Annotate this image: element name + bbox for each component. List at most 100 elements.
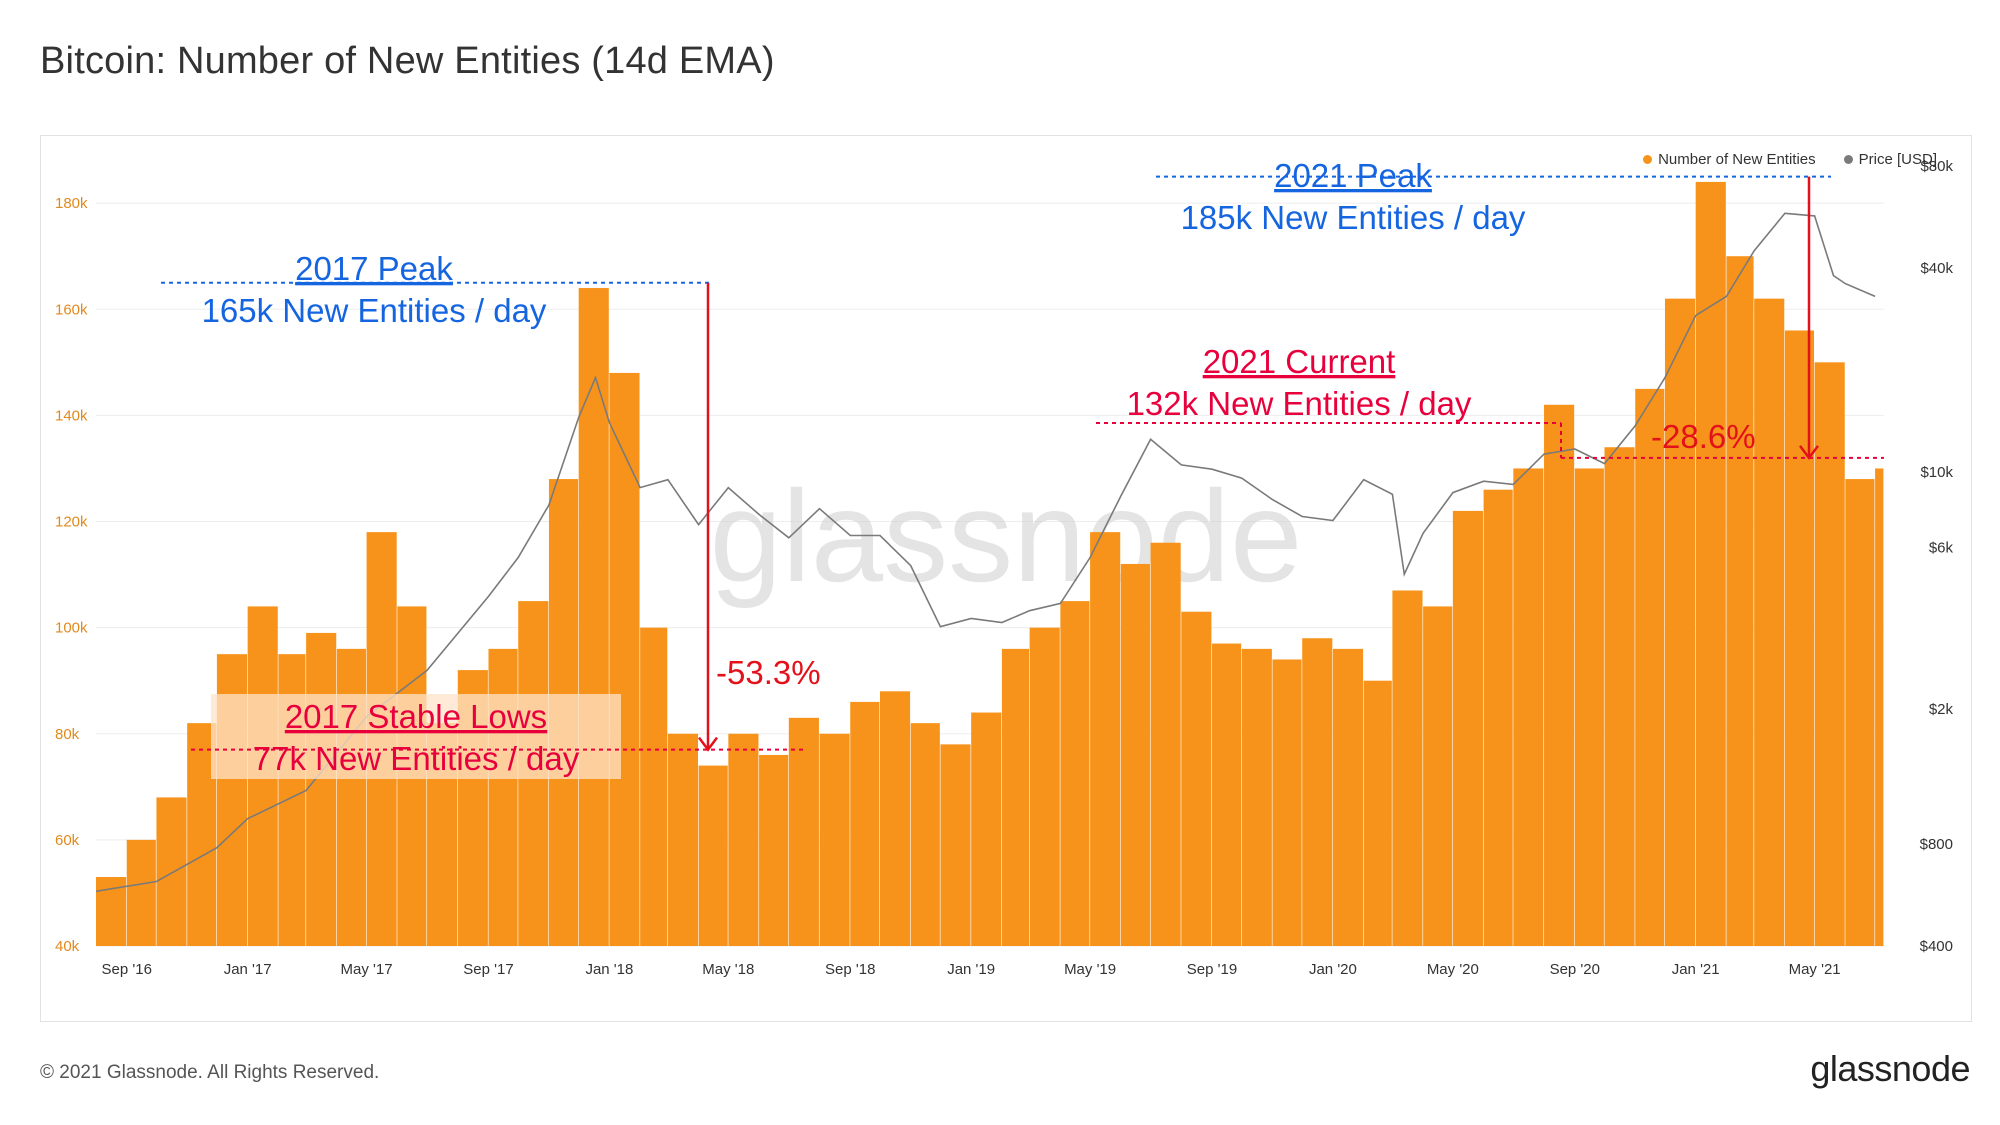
y-right-tick-label: $6k [1929, 539, 1954, 556]
entity-bar [1754, 298, 1785, 946]
x-tick-label: Jan '21 [1672, 961, 1720, 978]
entity-bar [1090, 532, 1121, 946]
entity-bar [1332, 648, 1364, 946]
x-tick-label: Sep '19 [1187, 961, 1237, 978]
drop-2021-arrow-head [1799, 445, 1819, 460]
entity-bar [1483, 489, 1513, 946]
entity-bar [1452, 510, 1483, 946]
entity-bar [1574, 468, 1604, 946]
legend-dot-entities [1643, 155, 1653, 164]
chart-legend: Number of New Entities Price [USD] [1643, 151, 1937, 168]
legend-item-entities[interactable]: Number of New Entities [1643, 151, 1816, 168]
y-left-tick-label: 40k [55, 938, 80, 955]
x-tick-label: Sep '20 [1550, 961, 1600, 978]
entity-bar [971, 712, 1002, 946]
x-tick-label: May '19 [1064, 961, 1116, 978]
entity-bar [1635, 388, 1665, 946]
legend-item-price[interactable]: Price [USD] [1843, 151, 1937, 168]
x-tick-label: Jan '17 [224, 961, 272, 978]
glassnode-logo: glassnode [1810, 1048, 1970, 1089]
entity-bar [879, 691, 911, 946]
annotation-2021-current-subtitle: 132k New Entities / day [1127, 385, 1472, 422]
entity-bar [488, 648, 518, 946]
x-tick-label: Sep '18 [825, 961, 875, 978]
x-tick-label: Jan '18 [585, 961, 633, 978]
entity-bar [578, 288, 609, 946]
page-title: Bitcoin: Number of New Entities (14d EMA… [40, 40, 775, 82]
entity-bar [1814, 362, 1845, 946]
entity-bar [759, 754, 789, 946]
y-left-tick-label: 120k [55, 514, 88, 531]
entity-bar [1392, 590, 1423, 946]
x-tick-label: Sep '16 [102, 961, 152, 978]
legend-label-price: Price [USD] [1858, 151, 1937, 168]
entities-bars [96, 181, 1884, 947]
y-right-tick-label: $40k [1920, 260, 1953, 277]
stable-lows-highlight [211, 694, 621, 779]
entity-bar [1875, 468, 1884, 946]
drop-2018-arrow-head [698, 736, 718, 752]
entity-bar [1060, 601, 1090, 946]
x-axis-ticks: Sep '16 Jan '17 May '17 Sep '17 Jan '18 May '… [102, 961, 1841, 978]
x-tick-label: May '21 [1789, 961, 1841, 978]
y-left-tick-label: 60k [55, 832, 80, 849]
annotation-2017-stable-lows-title: 2017 Stable Lows [285, 698, 547, 735]
entity-bar [698, 765, 728, 946]
y-right-tick-label: $2k [1929, 701, 1954, 718]
legend-dot-price [1843, 155, 1853, 164]
annotation-2021-current-title: 2021 Current [1203, 343, 1396, 380]
entity-bar [850, 701, 880, 946]
y-left-tick-label: 140k [55, 407, 88, 424]
y-right-tick-label: $80k [1920, 158, 1953, 175]
y-right-tick-label: $400 [1920, 938, 1953, 955]
entity-bar [1363, 680, 1392, 946]
y-left-tick-label: 100k [55, 620, 88, 637]
entity-bar [1272, 659, 1302, 946]
entity-bar [640, 627, 668, 946]
chart-card: glassnode 40k 60k 80k 100k 120k 140k 160k 180k … [40, 135, 1972, 1022]
entity-bar [1241, 648, 1272, 946]
legend-label-entities: Number of New Entities [1658, 151, 1816, 168]
copyright-text: © 2021 Glassnode. All Rights Reserved. [40, 1062, 380, 1083]
entity-bar [156, 797, 187, 946]
x-tick-label: May '18 [702, 961, 754, 978]
entity-bar [667, 733, 699, 946]
annotation-2017-peak-subtitle: 165k New Entities / day [202, 292, 547, 329]
entity-bar [1604, 447, 1635, 946]
watermark: glassnode [710, 463, 1303, 609]
x-tick-label: May '20 [1427, 961, 1479, 978]
entity-bar [1001, 648, 1030, 946]
annotation-2017-stable-lows-subtitle: 77k New Entities / day [253, 740, 580, 777]
entity-bar [1150, 542, 1181, 946]
entity-bar [728, 733, 759, 946]
entity-bar [1726, 256, 1754, 946]
left-axis-ticks: 40k 60k 80k 100k 120k 140k 160k 180k [55, 195, 88, 955]
y-left-tick-label: 180k [55, 195, 88, 212]
entity-bar [1120, 563, 1150, 946]
entity-bar [1212, 643, 1242, 946]
y-right-tick-label: $10k [1920, 464, 1953, 481]
x-tick-label: May '17 [341, 961, 393, 978]
y-left-tick-label: 80k [55, 726, 80, 743]
annotation-2017-peak-title: 2017 Peak [295, 250, 453, 287]
right-axis-ticks: $400 $800 $2k $6k $10k $40k $80k [1920, 158, 1954, 955]
entity-bar [940, 744, 971, 946]
entity-bar [609, 372, 640, 946]
chart-svg: glassnode 40k60k80k100k120k140k160k180k … [55, 157, 1954, 978]
entity-bar [819, 733, 850, 946]
entity-bar [1302, 638, 1333, 946]
entity-bar [336, 648, 366, 946]
y-right-tick-label: $800 [1920, 836, 1953, 853]
annotation-2021-peak-title: 2021 Peak [1274, 157, 1432, 194]
price-line [95, 212, 1876, 893]
entity-bar [910, 723, 940, 946]
entity-bar [1695, 181, 1726, 947]
entity-bar [1513, 468, 1544, 946]
x-tick-label: Jan '19 [947, 961, 995, 978]
entity-bar [1845, 479, 1875, 946]
drop-2021-percent: -28.6% [1651, 418, 1756, 455]
entity-bar [1029, 627, 1060, 946]
entity-bar [126, 839, 156, 946]
entity-bar [788, 717, 819, 946]
annotation-2021-peak-subtitle: 185k New Entities / day [1181, 199, 1526, 236]
